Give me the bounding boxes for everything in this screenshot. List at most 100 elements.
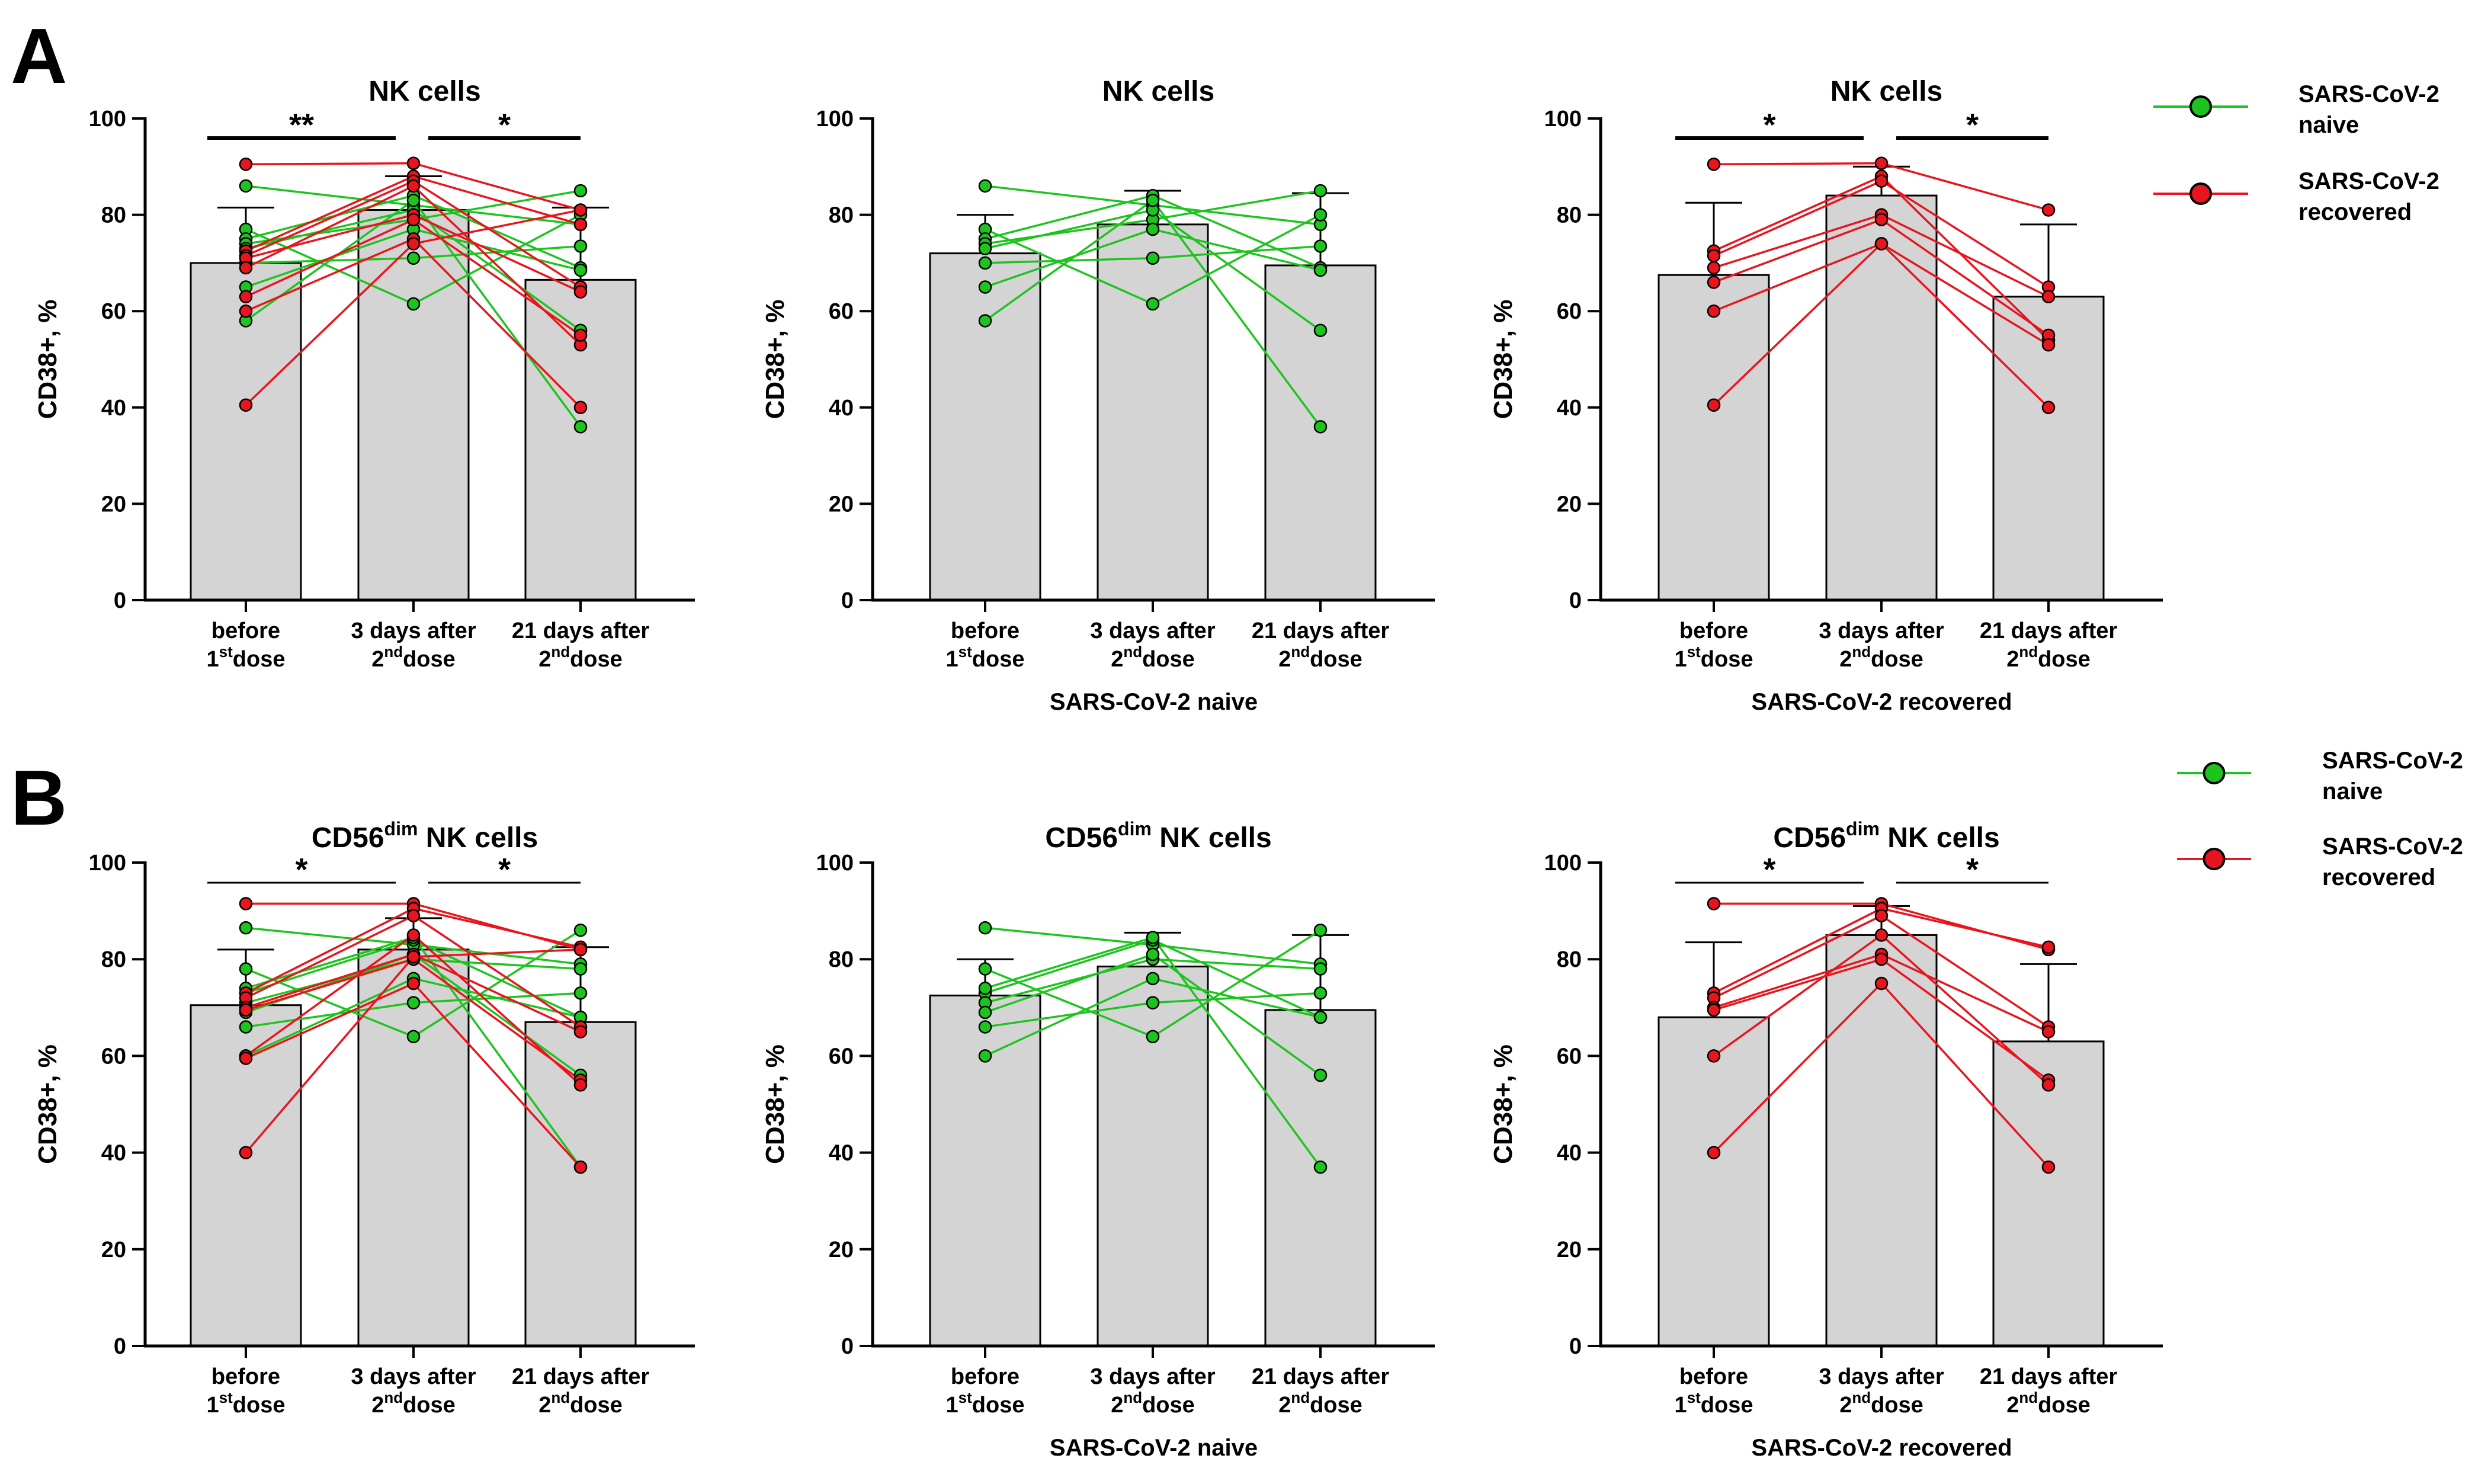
data-point [1707,1003,1721,1017]
y-axis-label: CD38+, % [761,1044,790,1164]
data-point [239,1052,253,1065]
x-axis-label: SARS-CoV-2 naive [1050,689,1258,715]
bar [1097,965,1209,1347]
chart-title-text: CD56 [312,822,384,854]
data-point [573,263,588,277]
data-point [573,328,588,342]
data-point [1707,897,1721,911]
chart-title: NK cells [1830,76,1942,107]
data-point [239,921,253,935]
data-point [406,213,421,226]
x-tick-label: 2nddose [1111,1389,1195,1418]
x-tick-label-number: 2 [2006,647,2019,672]
legend-label: SARS-CoV-2 [2322,834,2463,860]
legend-naive: SARS-CoV-2 naive [2177,748,2463,804]
data-point [406,193,421,207]
x-tick-label-dose: dose [1310,1393,1362,1418]
y-tick-label: 20 [101,1238,126,1262]
data-point [406,950,421,964]
y-axis-label: CD38+, % [1489,300,1518,419]
y-axis-label: CD38+, % [33,1044,62,1164]
x-tick-label-number: 2 [371,1393,384,1418]
data-point [1313,986,1328,1000]
data-point [573,943,588,957]
y-tick-label: 100 [1544,851,1582,876]
significance-label: * [295,852,307,887]
data-point [1874,237,1889,251]
chart-title-text: CD56 [1045,822,1118,854]
x-tick-label-number: 2 [1278,647,1291,672]
y-tick-label: 40 [829,1141,854,1166]
data-point [2041,940,2056,954]
data-point [978,242,992,255]
legend-label: SARS-CoV-2 [2322,748,2463,774]
x-tick-label-dose: dose [1701,647,1753,672]
x-tick-label: 2nddose [2006,1389,2091,1418]
chart-title: CD56dim NK cells [1773,818,1999,854]
x-tick-label: 21 days after [512,1364,650,1389]
data-point [239,1146,253,1159]
data-point [1146,1030,1160,1044]
x-axis-label: SARS-CoV-2 naive [1050,1435,1258,1461]
y-axis-label: CD38+, % [1489,1044,1518,1164]
x-tick-label: 2nddose [1111,643,1195,672]
y-tick-label: 40 [101,1141,126,1166]
data-point [239,179,253,193]
y-tick-label: 100 [89,851,126,876]
data-point [406,251,421,265]
legend-naive: SARS-CoV-2 naive [2153,81,2439,138]
x-tick-label: 1stdose [207,643,286,672]
x-tick-label-superscript: st [1687,1389,1701,1406]
data-point [1313,263,1328,277]
y-tick-label: 0 [841,588,854,613]
data-point [406,237,421,251]
data-point [978,921,992,935]
data-point [239,157,253,171]
legend-recovered: SARS-CoV-2 recovered [2153,168,2439,225]
x-tick-label: 1stdose [1675,643,1753,672]
x-tick-label-number: 2 [1839,647,1852,672]
chart-panel: CD56dim NK cells020406080100before1stdos… [761,818,1435,1461]
x-tick-label: 3 days after [351,1364,476,1389]
x-tick-label-superscript: nd [1852,643,1871,661]
x-tick-label-number: 2 [1839,1393,1852,1418]
x-tick-label-number: 2 [538,647,551,672]
data-point [573,923,588,937]
data-point [239,304,253,318]
data-point [1874,156,1889,170]
x-tick-label: 3 days after [351,618,476,643]
y-tick-label: 60 [101,1044,126,1069]
data-point [2041,400,2056,415]
y-tick-label: 100 [1544,107,1582,132]
data-point [1146,996,1160,1009]
x-tick-label: 2nddose [2006,643,2091,672]
x-tick-label-dose: dose [1142,647,1195,672]
x-tick-label-dose: dose [1701,1393,1753,1418]
chart-title-superscript: dim [1846,818,1880,839]
data-point [1146,251,1160,265]
data-point [406,156,421,170]
x-tick-label-dose: dose [403,1393,456,1418]
chart-title: NK cells [368,76,480,107]
chart-title: CD56dim NK cells [1045,818,1271,854]
y-tick-label: 40 [1557,1141,1582,1166]
chart-title-suffix: NK cells [418,822,538,854]
y-tick-label: 20 [829,1238,854,1262]
chart-panel: CD56dim NK cells020406080100before1stdos… [1489,818,2163,1461]
chart-title-superscript: dim [384,818,418,839]
y-tick-label: 20 [1557,492,1582,517]
x-tick-label-superscript: nd [1852,1389,1871,1406]
legends: SARS-CoV-2naiveSARS-CoV-2recoveredSARS-C… [2153,81,2463,890]
data-point [1874,928,1889,942]
data-point [1146,972,1160,986]
data-point [978,256,992,270]
data-point [1146,297,1160,311]
y-tick-label: 100 [816,851,854,876]
significance-label: ** [289,107,314,143]
legend: SARS-CoV-2 naive SARS-CoV-2 recovered [2177,748,2463,890]
x-tick-label: 3 days after [1819,1364,1944,1389]
legend-marker [2203,848,2226,870]
x-axis-label: SARS-CoV-2 recovered [1751,689,2012,715]
